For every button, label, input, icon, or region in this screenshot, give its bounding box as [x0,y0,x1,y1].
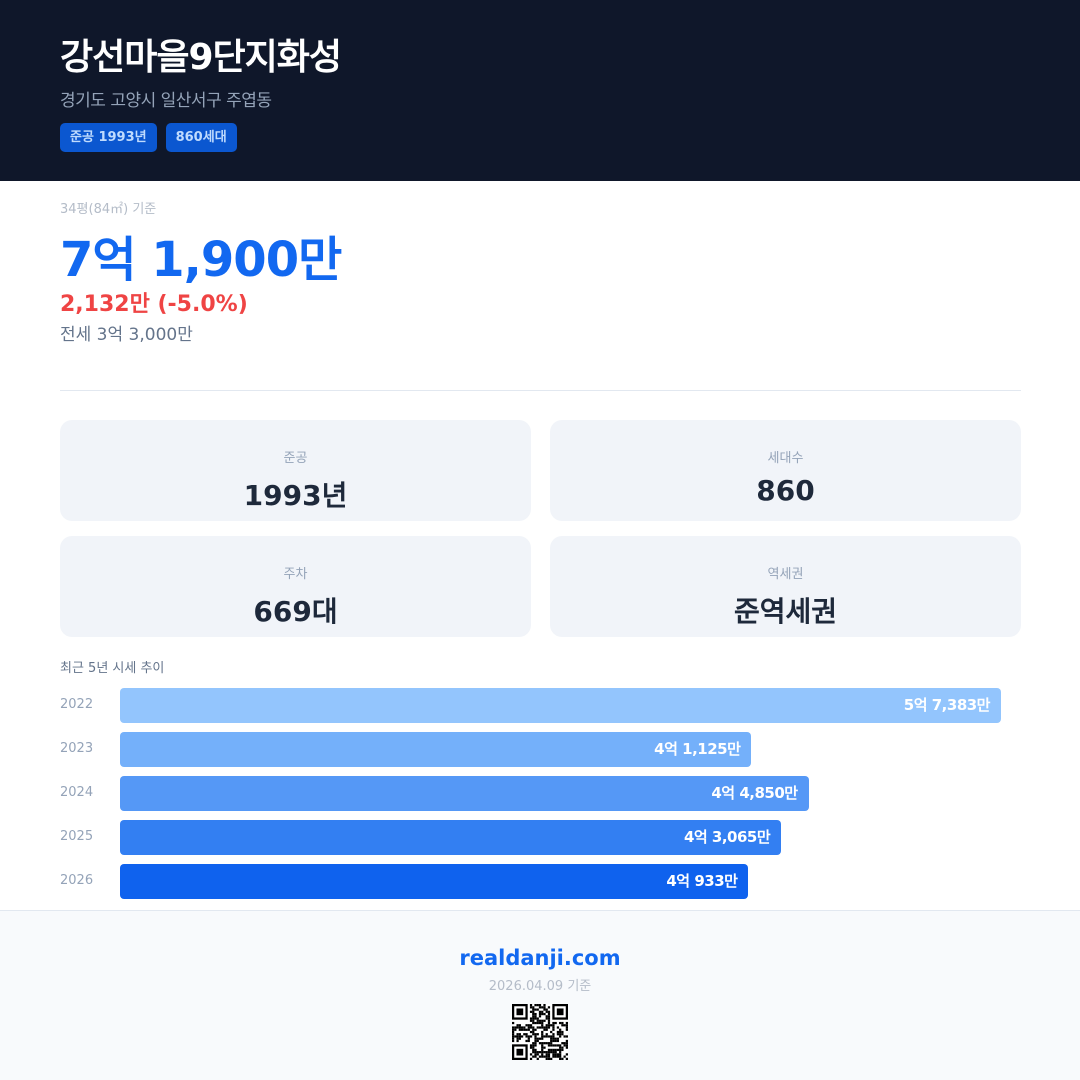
address: 경기도 고양시 일산서구 주엽동 [60,91,272,111]
price-value: 7억 1,900만 [60,232,342,288]
chart-row: 2025 4억 3,065만 [60,820,1020,855]
card-label: 역세권 [767,567,804,582]
complex-title: 강선마을9단지화성 [60,37,342,78]
year-label: 2026 [60,873,94,888]
card-value: 669대 [253,595,338,628]
year-label: 2025 [60,829,94,844]
year-label: 2023 [60,741,94,756]
chart-row: 2023 4억 1,125만 [60,732,1020,767]
price-change: 2,132만 (-5.0%) [60,292,248,317]
divider [60,390,1021,391]
card-parking: 주차 669대 [60,536,531,637]
reference-date: 2026.04.09 기준 [488,979,592,994]
bar-2022: 5억 7,383만 [120,688,1001,723]
bar-2025: 4억 3,065만 [120,820,782,855]
qr-code [512,1004,568,1060]
bar-2026: 4억 933만 [120,864,749,899]
jeonse-price: 전세 3억 3,000만 [60,325,193,345]
site-link[interactable]: realdanji.com [459,946,621,970]
year-label: 2024 [60,785,94,800]
year-label: 2022 [60,697,94,712]
chart-row: 2026 4억 933만 [60,864,1020,899]
card-value: 1993년 [243,479,348,512]
card-value: 860 [756,474,815,507]
price-basis: 34평(84㎡) 기준 [60,202,157,217]
chart-title: 최근 5년 시세 추이 [60,661,165,676]
card-built: 준공 1993년 [60,420,531,521]
badge-households: 860세대 [165,123,237,152]
card-households: 세대수 860 [550,420,1021,521]
bar-2023: 4억 1,125만 [120,732,752,767]
badge-built-year: 준공 1993년 [60,123,157,152]
header: 강선마을9단지화성 경기도 고양시 일산서구 주엽동 준공 1993년 860세… [0,0,1080,181]
card-label: 주차 [283,567,308,582]
card-label: 준공 [283,451,308,466]
chart-row: 2024 4억 4,850만 [60,776,1020,811]
card-label: 세대수 [767,451,804,466]
chart-row: 2022 5억 7,383만 [60,688,1020,723]
bar-2024: 4억 4,850만 [120,776,809,811]
footer: realdanji.com 2026.04.09 기준 [0,910,1080,1080]
card-value: 준역세권 [733,595,838,628]
